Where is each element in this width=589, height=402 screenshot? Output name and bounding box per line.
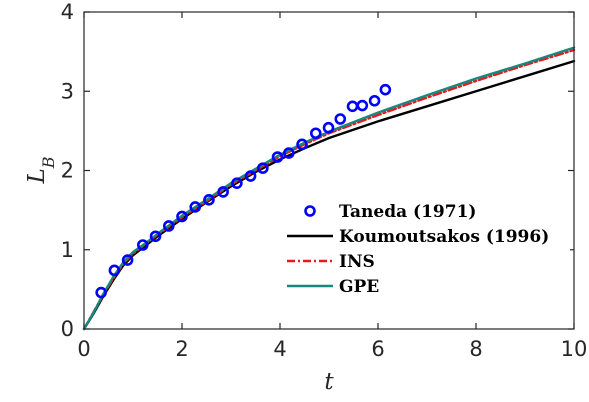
data-point (149, 230, 162, 243)
data-point (296, 138, 308, 151)
legend-label-2: INS (339, 252, 375, 272)
y-axis-label-main: L (24, 168, 50, 184)
legend-label-3: GPE (339, 277, 379, 297)
data-point (379, 83, 392, 96)
y-tick-label: 0 (61, 317, 74, 341)
data-point (95, 286, 107, 299)
data-point (162, 220, 175, 232)
data-point (271, 151, 284, 163)
data-point (121, 254, 134, 266)
data-point (108, 264, 121, 277)
x-tick-label: 0 (77, 337, 90, 361)
legend-label-1: Koumoutsakos (1996) (339, 227, 549, 247)
data-point (217, 186, 229, 198)
legend: Taneda (1971) Koumoutsakos (1996) INS GPE (278, 196, 570, 306)
x-tick-label: 8 (469, 337, 482, 361)
series-layer (82, 46, 576, 331)
legend-marker-0 (304, 205, 316, 217)
data-point (334, 113, 347, 125)
data-point (176, 210, 188, 223)
x-tick-label: 6 (371, 337, 384, 361)
data-point (322, 121, 335, 134)
y-axis-label: LB (24, 156, 58, 184)
x-axis-label: t (324, 369, 334, 395)
y-tick-label: 4 (61, 0, 74, 24)
x-tick-label: 4 (273, 337, 286, 361)
y-tick-label: 1 (61, 238, 74, 262)
data-point (203, 194, 215, 206)
legend-entries: Taneda (1971) Koumoutsakos (1996) INS GPE (287, 202, 549, 297)
data-point (231, 177, 243, 189)
data-point (368, 94, 381, 107)
y-tick-label: 3 (61, 79, 74, 103)
y-tick-label: 2 (61, 159, 74, 183)
legend-box (278, 196, 570, 306)
x-tick-label: 10 (561, 337, 588, 361)
data-point (189, 201, 202, 213)
plot-frame (83, 11, 575, 330)
x-tick-label: 2 (175, 337, 188, 361)
data-point (244, 170, 257, 182)
y-axis-label-subscript: B (39, 156, 58, 169)
data-point (257, 162, 269, 174)
data-point (137, 239, 149, 251)
legend-label-0: Taneda (1971) (339, 202, 476, 222)
data-point (309, 127, 322, 140)
data-point (283, 147, 295, 159)
data-point (356, 99, 369, 112)
